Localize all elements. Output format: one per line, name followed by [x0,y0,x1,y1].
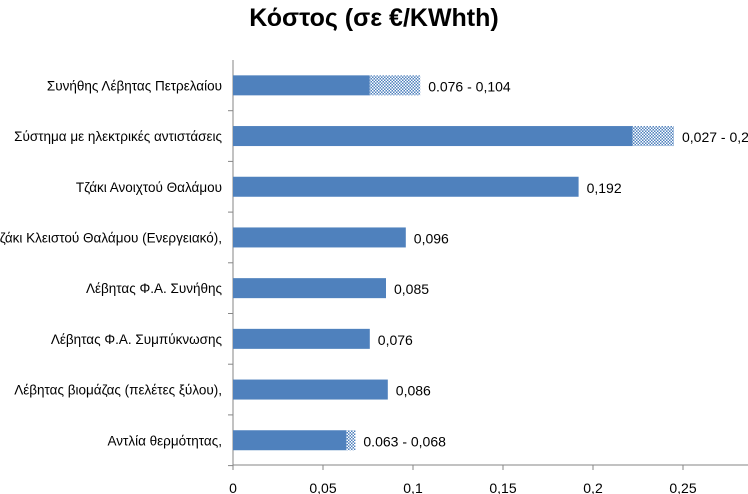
bar-range-segment [346,430,356,451]
category-label: Τζάκι Κλειστού Θαλάμου (Ενεργειακό), [0,230,222,245]
x-tick-label: 0,25 [669,480,696,494]
x-tick-label: 0,15 [489,480,516,494]
category-label: Λέβητας Φ.Α. Συνήθης [86,281,223,296]
bar [233,227,406,248]
data-label: 0.063 - 0,068 [363,433,446,449]
bar [233,176,579,197]
x-tick-label: 0 [229,480,237,494]
bar [233,328,370,349]
x-tick-label: 0,05 [309,480,336,494]
data-label: 0,192 [587,180,622,196]
category-label: Συνήθης Λέβητας Πετρελαίου [47,78,222,93]
x-tick-label: 0,2 [583,480,603,494]
chart-title: Κόστος (σε €/KWhth) [249,4,499,32]
x-tick-label: 0,1 [403,480,423,494]
data-label: 0,086 [396,383,431,399]
bar [233,278,386,299]
bar [233,379,388,400]
bar-range-segment [369,75,421,96]
data-label: 0,027 - 0,245 [682,129,748,145]
data-label: 0,076 [378,332,413,348]
data-label: 0,096 [414,230,449,246]
category-label: Λέβητας βιομάζας (πελέτες ξύλου), [14,383,222,398]
category-label: Λέβητας Φ.Α. Συμπύκνωσης [51,332,223,347]
data-label: 0,085 [394,281,429,297]
bar-range-segment [632,126,674,147]
bar [233,126,633,147]
data-label: 0.076 - 0,104 [428,78,511,94]
category-label: Τζάκι Ανοιχτού Θαλάμου [76,180,222,195]
bar [233,75,370,96]
category-label: Αντλία θερμότητας, [108,433,223,448]
category-label: Σύστημα με ηλεκτρικές αντιστάσεις [14,129,222,144]
bar [233,430,347,451]
